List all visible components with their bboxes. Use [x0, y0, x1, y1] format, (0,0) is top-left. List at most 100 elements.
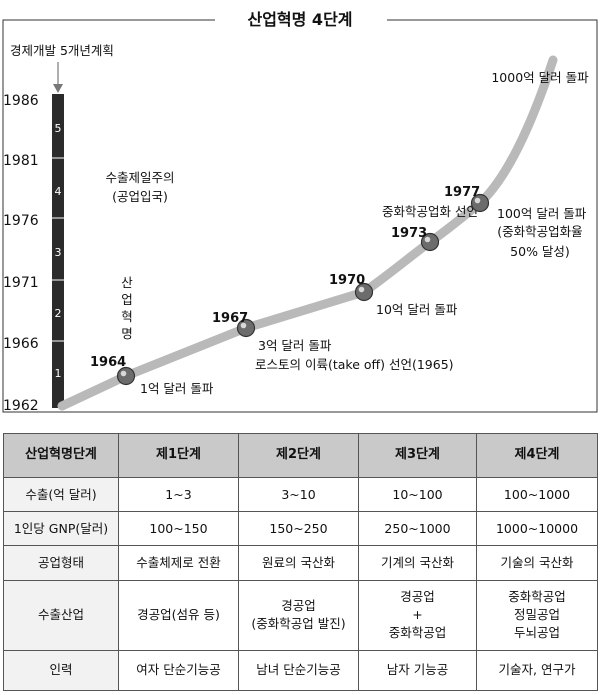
annotation-export-first-2: (공업입국): [112, 189, 168, 204]
data-point-highlight: [240, 322, 247, 329]
table-header-row: 산업혁명단계 제1단계 제2단계 제3단계 제4단계: [3, 432, 598, 479]
table-row-label: 공업형태: [3, 545, 119, 581]
table-header-cell: 제1단계: [118, 432, 239, 479]
growth-curve: [57, 55, 558, 411]
table-cell-line: 250~1000: [384, 520, 451, 536]
table-cell: 기계의 국산화: [358, 545, 477, 581]
table-cell: 원료의 국산화: [238, 545, 359, 581]
table-cell-line: 기술자, 연구가: [498, 662, 576, 678]
table-row: 1인당 GNP(달러) 100~150 150~250 250~1000 1000~10…: [3, 511, 598, 547]
stages-table: 산업혁명단계 제1단계 제2단계 제3단계 제4단계 수출(억 달러) 1~3 3~10 10~…: [3, 432, 598, 692]
table-cell-line: 수출체제로 전환: [136, 554, 221, 570]
table-cell-line: 두뇌공업: [513, 625, 560, 641]
table-cell: 기술의 국산화: [476, 545, 598, 581]
plan-bar-number: 3: [55, 246, 62, 259]
data-point-label: 1970: [329, 273, 365, 288]
plan-bar-number: 5: [55, 122, 62, 135]
table-row-label: 인력: [3, 649, 119, 692]
table-cell: 1000~10000: [476, 511, 598, 547]
table-cell: 100~150: [118, 511, 239, 547]
table-row: 공업형태 수출체제로 전환 원료의 국산화 기계의 국산화 기술의 국산화: [3, 545, 598, 581]
table-cell-line: 1~3: [165, 486, 192, 502]
plan-bar-number: 4: [55, 185, 62, 198]
data-point: [116, 366, 136, 386]
table-cell: 경공업(섬유 등): [118, 579, 239, 651]
table-cell-line: 3~10: [281, 486, 316, 502]
table-row-label: 수출(억 달러): [3, 477, 119, 513]
table-cell: 여자 단순기능공: [118, 649, 239, 692]
y-tick-label: 1981: [3, 153, 39, 169]
table-cell-line: 경공업: [281, 598, 316, 614]
annotation-chem-ratio-1: (중화학공업화율: [497, 224, 582, 239]
table-header-cell: 제2단계: [238, 432, 359, 479]
table-cell-line: 기계의 국산화: [381, 554, 454, 570]
table-cell-line: 남자 기능공: [386, 662, 449, 678]
table-cell: 수출체제로 전환: [118, 545, 239, 581]
data-point-label: 1967: [212, 311, 248, 326]
table-cell-line: 남녀 단순기능공: [256, 662, 341, 678]
y-tick-label: 1962: [3, 398, 39, 414]
y-tick-label: 1986: [3, 93, 39, 109]
table-cell-line: +: [412, 607, 423, 623]
plan-arrow-head: [53, 84, 63, 93]
table-cell: 250~1000: [358, 511, 477, 547]
chart-title: 산업혁명 4단계: [247, 10, 352, 29]
table-cell-line: 여자 단순기능공: [136, 662, 221, 678]
data-point-highlight: [424, 236, 431, 243]
y-tick-label: 1971: [3, 275, 39, 291]
table-row: 인력 여자 단순기능공 남녀 단순기능공 남자 기능공 기술자, 연구가: [3, 649, 598, 692]
data-point-highlight: [474, 197, 481, 204]
table-cell: 1~3: [118, 477, 239, 513]
table-cell-line: (중화학공업 발진): [251, 616, 346, 632]
annotation-industrial-3: 혁: [121, 309, 133, 324]
chart: 산업혁명 4단계 경제개발 5개년계획 5 4 3 2 1 1986 1981 1976 19…: [2, 8, 598, 414]
table-cell-line: 100~150: [149, 520, 208, 536]
table-cell: 남녀 단순기능공: [238, 649, 359, 692]
table-header-cell: 제4단계: [476, 432, 598, 479]
plan-bar-number: 1: [55, 367, 62, 380]
table-cell: 남자 기능공: [358, 649, 477, 692]
data-point-note: 중화학공업화 선언: [382, 204, 478, 219]
data-point-label: 1973: [391, 226, 427, 241]
annotation-industrial-2: 업: [121, 292, 133, 307]
table-cell: 경공업 + 중화학공업: [358, 579, 477, 651]
table-cell: 150~250: [238, 511, 359, 547]
table-cell-line: 경공업: [400, 588, 435, 604]
data-point-note: 1억 달러 돌파: [140, 381, 214, 396]
table-cell-line: 중화학공업: [508, 588, 566, 604]
y-tick-label: 1966: [3, 336, 39, 352]
table-cell-line: 원료의 국산화: [262, 554, 335, 570]
table-cell-line: 중화학공업: [388, 625, 447, 641]
data-point-highlight: [358, 286, 365, 293]
data-point-note: 10억 달러 돌파: [376, 302, 458, 317]
table-cell: 10~100: [358, 477, 477, 513]
table-cell: 경공업 (중화학공업 발진): [238, 579, 359, 651]
data-point-label: 1977: [444, 185, 480, 200]
table-row-label: 수출산업: [3, 579, 119, 651]
data-point-highlight: [120, 370, 127, 377]
table-cell-line: 정밀공업: [513, 607, 560, 623]
table-cell-line: 100~1000: [503, 486, 571, 502]
table-row: 수출산업 경공업(섬유 등) 경공업 (중화학공업 발진) 경공업 + 중화학공업 중화학공업…: [3, 579, 598, 651]
table-cell-line: 10~100: [392, 486, 443, 502]
table-cell-line: 1000~10000: [495, 520, 579, 536]
table-cell: 3~10: [238, 477, 359, 513]
data-point-label: 1964: [90, 355, 126, 370]
table-cell: 기술자, 연구가: [476, 649, 598, 692]
table-cell-line: 150~250: [269, 520, 328, 536]
plan-bar-number: 2: [55, 307, 62, 320]
annotation-industrial-1: 산: [121, 275, 133, 290]
data-point-note: 3억 달러 돌파: [258, 338, 332, 353]
table-cell-line: 기술의 국산화: [500, 554, 574, 570]
table-header-cell: 제3단계: [358, 432, 477, 479]
plan-bar: [52, 94, 64, 408]
y-tick-label: 1976: [3, 213, 39, 229]
table-row-label: 1인당 GNP(달러): [3, 511, 119, 547]
annotation-rostow: 로스토의 이륙(take off) 선언(1965): [255, 357, 454, 372]
title-background: [215, 8, 387, 30]
table-header-cell: 산업혁명단계: [3, 432, 119, 479]
annotation-export-first-1: 수출제일주의: [105, 170, 174, 185]
table-cell-line: 경공업(섬유 등): [137, 607, 220, 623]
annotation-chem-ratio-2: 50% 달성): [510, 244, 570, 259]
